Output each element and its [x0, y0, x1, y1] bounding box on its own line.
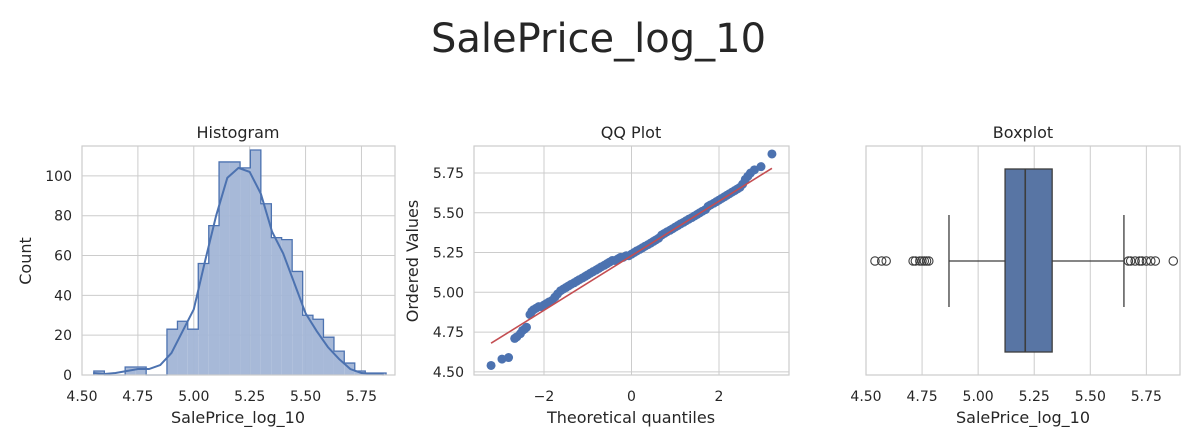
histogram-bar [281, 239, 293, 375]
boxplot-outlier [876, 256, 887, 266]
qq-point [767, 149, 777, 159]
qq-yticks: 4.50 4.75 5.00 5.25 5.50 5.75 [433, 166, 464, 381]
histogram-panel: Histogram 4.50 4.75 5.00 5.25 5.50 5.75 0 20 40… [16, 123, 396, 428]
boxplot-outlier [917, 256, 927, 266]
histogram-bar [208, 225, 220, 375]
histogram-bar [198, 263, 209, 375]
histogram-xtick-label: 4.50 [66, 389, 97, 405]
boxplot-outlier [921, 256, 932, 266]
histogram-yticks: 0 20 40 60 80 100 [45, 169, 72, 384]
qq-point [522, 322, 531, 332]
boxplot-outlier [1125, 256, 1136, 266]
histogram-bar [312, 319, 324, 375]
boxplot-xtick-label: 5.50 [1075, 389, 1106, 405]
histogram-bar [135, 367, 147, 375]
boxplot-panel: Boxplot 4.50 4.75 5.00 5.25 5.50 5.75 SalePri… [850, 123, 1181, 428]
boxplot-outlier [1130, 256, 1140, 266]
histogram-xtick-label: 5.75 [346, 389, 377, 405]
boxplot-xtick-label: 5.25 [1019, 389, 1050, 405]
qq-title: QQ Plot [601, 123, 661, 142]
qq-ytick-label: 5.75 [433, 166, 464, 182]
boxplot-outlier [908, 256, 918, 266]
histogram-ytick-label: 20 [54, 328, 72, 344]
qq-xlabel: Theoretical quantiles [546, 408, 715, 427]
qq-ytick-label: 4.50 [433, 365, 464, 381]
boxplot-outlier [870, 256, 880, 266]
boxplot-box [1004, 168, 1053, 353]
boxplot-outlier [1123, 256, 1134, 266]
histogram-xlabel: SalePrice_log_10 [171, 408, 305, 428]
boxplot-title: Boxplot [993, 123, 1053, 142]
boxplot-outlier [1141, 256, 1152, 266]
boxplot-frame [865, 145, 1181, 376]
histogram-kde-line [93, 166, 384, 376]
histogram-ytick-label: 100 [45, 169, 72, 185]
boxplot-outlier [919, 256, 930, 266]
qq-ytick-label: 4.75 [433, 325, 464, 341]
boxplot-outlier [1134, 256, 1145, 266]
histogram-kde [93, 166, 384, 376]
qq-xtick-label: −2 [534, 389, 555, 405]
histogram-bar [177, 321, 188, 375]
boxplot-xlabel: SalePrice_log_10 [956, 408, 1090, 428]
histogram-xticks: 4.50 4.75 5.00 5.25 5.50 5.75 [66, 389, 377, 405]
histogram-step-outline [93, 149, 387, 376]
histogram-xtick-label: 4.75 [122, 389, 153, 405]
histogram-xtick-label: 5.00 [178, 389, 209, 405]
histogram-bar [187, 329, 199, 375]
figure-title: SalePrice_log_10 [430, 16, 767, 62]
qq-ytick-label: 5.00 [433, 285, 464, 301]
histogram-title: Histogram [197, 123, 280, 142]
boxplot-xticks: 4.50 4.75 5.00 5.25 5.50 5.75 [850, 389, 1162, 405]
qq-point [756, 162, 766, 172]
boxplot-outlier [910, 256, 921, 266]
histogram-bar [292, 271, 303, 375]
boxplot-xtick-label: 5.75 [1131, 389, 1162, 405]
histogram-xtick-label: 5.25 [234, 389, 265, 405]
boxplot-outlier [924, 256, 934, 266]
histogram-bar [219, 161, 230, 375]
boxplot-outlier [1150, 256, 1161, 266]
qq-point [486, 360, 496, 370]
qq-ytick-label: 5.25 [433, 246, 464, 262]
boxplot-outlier [881, 256, 891, 266]
histogram-bar [229, 161, 241, 375]
histogram-bar [302, 315, 313, 375]
boxplot-xtick-label: 5.00 [963, 389, 994, 405]
histogram-ytick-label: 0 [63, 368, 72, 384]
boxplot-outlier [1168, 256, 1179, 266]
qq-fit-line [490, 167, 773, 344]
boxplot-outliers [870, 256, 1179, 266]
qq-frame [473, 145, 790, 376]
boxplot-body [948, 168, 1125, 353]
histogram-bar [240, 167, 251, 375]
qq-xticks: −2 0 2 [534, 389, 724, 405]
histogram-ytick-label: 40 [54, 288, 72, 304]
histogram-bar [323, 337, 334, 375]
histogram-xtick-label: 5.50 [290, 389, 321, 405]
qq-point [504, 353, 514, 363]
histogram-bar [271, 237, 282, 375]
boxplot-outlier [1146, 256, 1156, 266]
qq-ytick-label: 5.50 [433, 206, 464, 222]
qq-ylabel: Ordered Values [403, 200, 422, 322]
qq-xtick-label: 0 [627, 389, 636, 405]
boxplot-outlier [915, 256, 925, 266]
histogram-ylabel: Count [16, 237, 35, 285]
boxplot-outlier [1137, 256, 1147, 266]
histogram-ytick-label: 80 [54, 209, 72, 225]
boxplot-xtick-label: 4.50 [850, 389, 881, 405]
histogram-ytick-label: 60 [54, 249, 72, 265]
boxplot-xtick-label: 4.75 [906, 389, 937, 405]
histogram-bar [333, 351, 345, 375]
histogram-frame [81, 145, 396, 376]
qq-panel: QQ Plot −2 0 2 4.50 4.75 5.00 5.25 5.50 5.75 Th… [403, 123, 790, 427]
histogram-bar [260, 203, 272, 375]
qq-xtick-label: 2 [715, 389, 724, 405]
histogram-bar [250, 149, 261, 375]
